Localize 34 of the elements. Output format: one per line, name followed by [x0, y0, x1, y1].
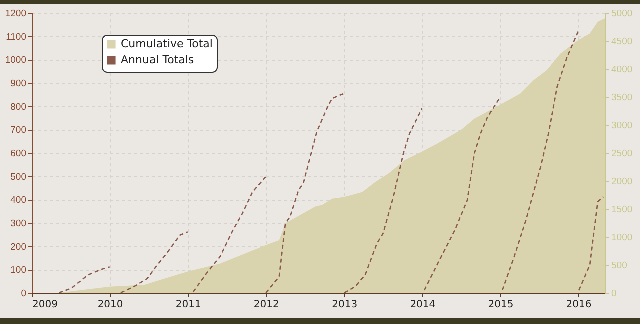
y2-tick-label: 5000: [612, 8, 633, 20]
y2-tick-label: 2000: [612, 176, 633, 188]
y-tick-label: 600: [10, 148, 26, 160]
y2-tick-label: 1500: [612, 204, 633, 216]
y-tick-label: 400: [10, 195, 26, 206]
y-tick-label: 100: [10, 265, 26, 276]
y2-tick-label: 4500: [612, 36, 633, 48]
x-tick-label: 2016: [566, 300, 592, 310]
y2-tick-label: 1000: [612, 232, 633, 244]
x-tick-label: 2009: [32, 300, 58, 310]
y-tick-label: 1000: [5, 55, 26, 66]
y2-tick-label: 0: [612, 288, 617, 300]
y-tick-label: 200: [10, 242, 26, 253]
y2-tick-label: 2500: [612, 148, 633, 160]
x-tick-label: 2013: [332, 300, 358, 310]
y-tick-label: 700: [10, 125, 26, 136]
y-tick-label: 0: [21, 288, 26, 300]
y2-tick-label: 500: [612, 260, 628, 272]
y-tick-label: 1200: [5, 8, 26, 20]
x-tick-label: 2010: [98, 300, 124, 310]
y-tick-label: 1100: [6, 32, 26, 43]
x-tick-label: 2012: [254, 300, 280, 310]
y-tick-label: 800: [10, 102, 26, 113]
x-tick-label: 2015: [488, 300, 514, 310]
x-tick-label: 2011: [176, 300, 202, 310]
y2-tick-label: 3500: [612, 92, 633, 104]
y-tick-label: 500: [10, 172, 26, 183]
y-tick-label: 900: [10, 78, 26, 90]
x-tick-label: 2014: [410, 300, 436, 310]
y2-tick-label: 3000: [612, 120, 633, 132]
legend-label: Annual Totals: [121, 54, 194, 66]
legend-label: Cumulative Total: [121, 38, 213, 50]
y-tick-label: 300: [10, 218, 26, 230]
y2-tick-label: 4000: [612, 64, 633, 76]
